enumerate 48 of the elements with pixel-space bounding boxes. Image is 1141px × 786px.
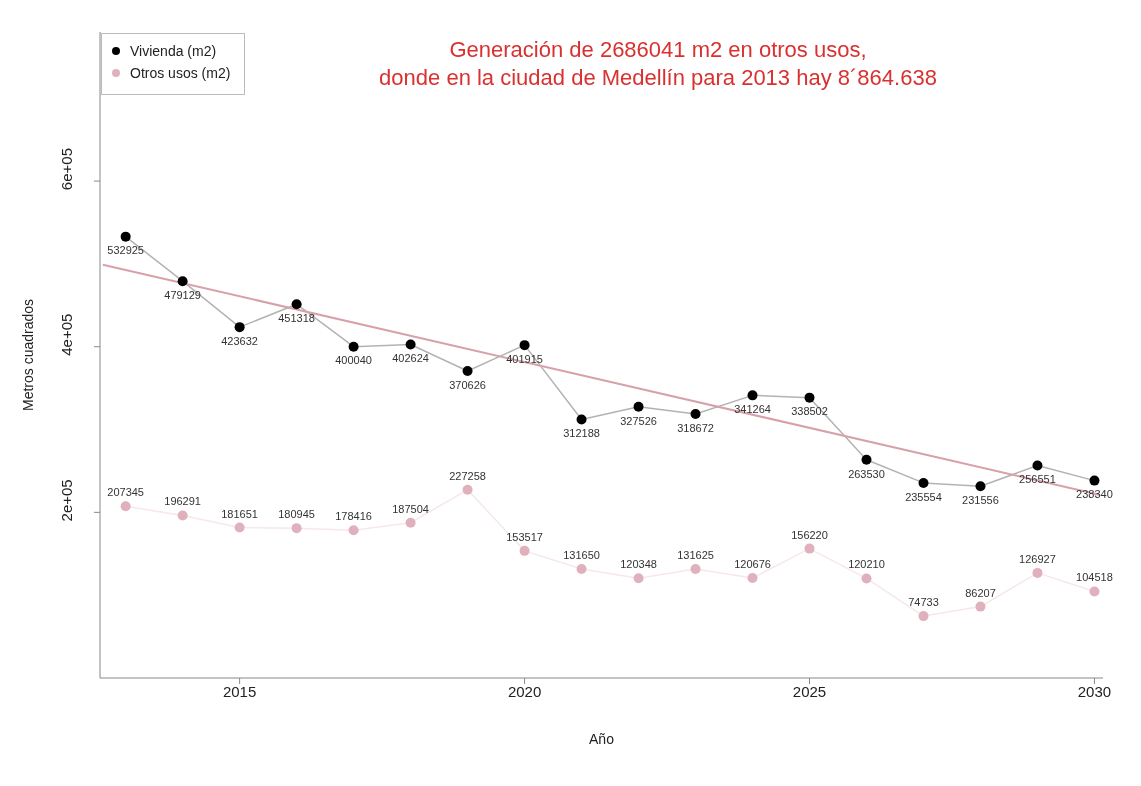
data-label: 227258 — [449, 469, 486, 482]
data-label: 120348 — [620, 558, 657, 571]
data-label: 156220 — [791, 528, 828, 541]
data-label: 231556 — [962, 494, 999, 507]
data-label: 451318 — [278, 312, 315, 325]
data-label: 401915 — [506, 352, 543, 365]
x-tick-label: 2025 — [792, 682, 827, 700]
data-label: 131625 — [677, 548, 714, 561]
data-label: 104518 — [1076, 571, 1113, 584]
y-tick-label: 2e+05 — [58, 479, 75, 522]
data-label: 207345 — [107, 486, 144, 499]
data-label: 370626 — [449, 378, 486, 391]
data-label: 86207 — [965, 586, 996, 599]
data-label: 153517 — [506, 530, 543, 543]
data-label: 402624 — [392, 352, 429, 365]
data-label: 126927 — [1019, 552, 1056, 565]
data-label: 338502 — [791, 405, 828, 418]
data-label: 131650 — [563, 548, 600, 561]
text: Generación de 2686041 m2 en otros usos, donde en la ciudad de Medellín para 2013 hay 8´864.638 — [378, 36, 938, 92]
y-tick-label: 4e+05 — [58, 313, 75, 356]
y-tick-label: 6e+05 — [58, 148, 75, 191]
data-label: 532925 — [107, 244, 144, 257]
y-axis-title: Metros cuadrados — [19, 298, 36, 412]
x-tick-label: 2030 — [1077, 682, 1112, 700]
data-label: 187504 — [392, 502, 429, 515]
data-label: 74733 — [908, 596, 939, 609]
data-label: 479129 — [164, 288, 201, 301]
data-label: 341264 — [734, 403, 771, 416]
data-label: 263530 — [848, 467, 885, 480]
data-label: 178416 — [335, 510, 372, 523]
x-axis-title: Año — [589, 731, 615, 747]
data-label: 120676 — [734, 558, 771, 571]
data-label: 312188 — [563, 427, 600, 440]
data-label: 238340 — [1076, 488, 1113, 501]
data-label: 235554 — [905, 490, 942, 503]
legend-label: Vivienda (m2) — [130, 42, 217, 61]
data-label: 181651 — [221, 507, 258, 520]
data-label: 180945 — [278, 508, 315, 521]
x-tick-label: 2020 — [507, 682, 542, 700]
data-label: 423632 — [221, 334, 258, 347]
data-label: 327526 — [620, 414, 657, 427]
data-label: 318672 — [677, 421, 714, 434]
x-tick-label: 2015 — [222, 682, 257, 700]
data-label: 120210 — [848, 558, 885, 571]
data-label: 256551 — [1019, 473, 1056, 486]
data-label: 196291 — [164, 495, 201, 508]
legend-label: Otros usos (m2) — [130, 64, 231, 83]
data-label: 400040 — [335, 354, 372, 367]
